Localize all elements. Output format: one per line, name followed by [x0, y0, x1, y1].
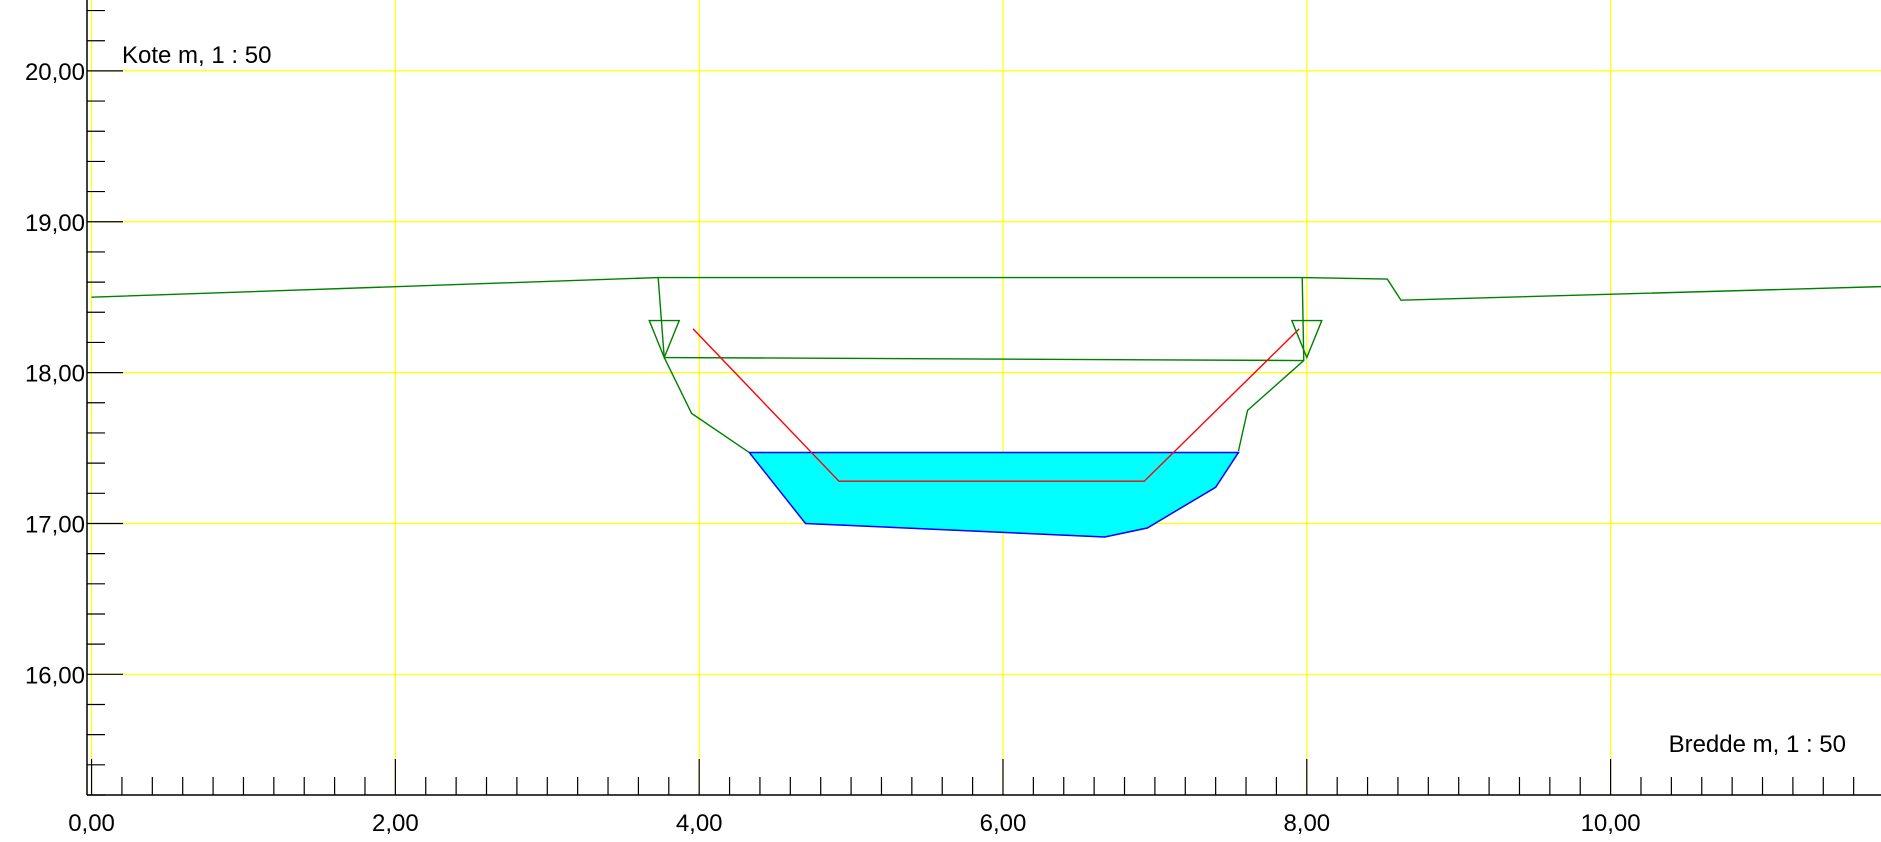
gridlines	[87, 0, 1881, 795]
axes: 0,00 2,00 4,00 6,00 8,00 10,00 16,00 17,00 18,00…	[25, 0, 1881, 837]
terrain-line	[1237, 277, 1305, 452]
y-tick-label: 19,00	[25, 210, 85, 237]
x-tick-label: 10,00	[1581, 810, 1641, 837]
y-tick-label: 16,00	[25, 662, 85, 689]
water-level-marker	[1290, 319, 1323, 360]
water-level-marker	[648, 319, 681, 360]
y-tick-label: 18,00	[25, 361, 85, 388]
x-tick-label: 4,00	[676, 810, 723, 837]
water-fill	[747, 451, 1240, 538]
y-tick-label: 20,00	[25, 59, 85, 86]
terrain-line	[657, 277, 750, 454]
x-axis-title: Bredde m, 1 : 50	[1669, 731, 1846, 758]
x-tick-label: 0,00	[68, 810, 115, 837]
terrain-line	[91, 276, 1881, 301]
water-area	[747, 451, 1240, 538]
design-profile-line	[692, 328, 1300, 482]
y-axis-title: Kote m, 1 : 50	[122, 42, 271, 69]
terrain-line	[664, 356, 1304, 362]
y-tick-label: 17,00	[25, 511, 85, 538]
x-tick-label: 6,00	[980, 810, 1027, 837]
x-tick-label: 2,00	[372, 810, 419, 837]
profile-lines	[91, 276, 1881, 482]
x-tick-label: 8,00	[1283, 810, 1330, 837]
